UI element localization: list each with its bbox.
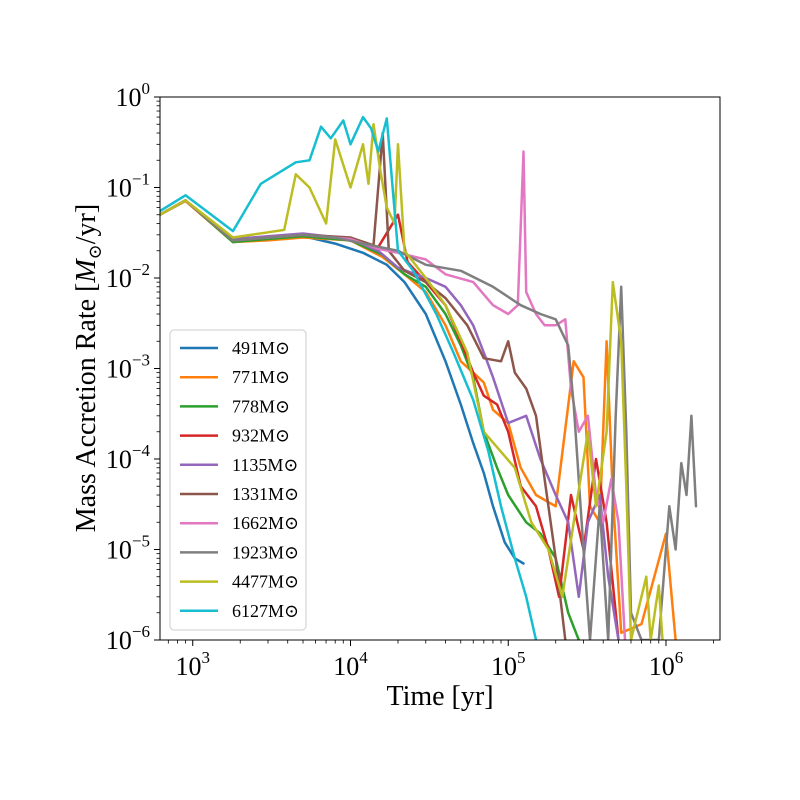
legend-label-2: 771M⊙: [232, 367, 290, 387]
legend-box: [169, 329, 307, 631]
y-axis-title-math: M: [71, 258, 102, 284]
y-tick-label: 10−4: [106, 441, 151, 474]
legend-label-7: 1662M⊙: [232, 513, 299, 533]
series-line-10: [160, 115, 538, 640]
y-axis-title: Mass Accretion Rate [M⊙/yr]: [71, 204, 105, 532]
y-tick-label: 10−3: [106, 351, 150, 384]
series-line-9: [160, 122, 664, 640]
y-tick-label: 10−5: [106, 532, 150, 565]
x-tick-label: 103: [175, 648, 210, 681]
data-curves: [160, 115, 698, 640]
axis-ticks: 103 104 105 106 10−6 10−5 10−4 10−3 10−2 10−1 100: [106, 79, 714, 681]
legend-label-3: 778M⊙: [232, 396, 290, 416]
x-tick-label: 106: [649, 648, 684, 681]
series-line-8: [160, 199, 698, 640]
series-line-5: [160, 199, 620, 640]
x-tick-label: 104: [333, 648, 368, 681]
legend-label-8: 1923M⊙: [232, 542, 299, 562]
y-axis-title-text: Mass Accretion Rate [: [71, 283, 102, 533]
legend-label-5: 1135M⊙: [232, 455, 298, 475]
legend-label-10: 6127M⊙: [232, 601, 299, 621]
legend-label-1: 491M⊙: [232, 338, 290, 358]
y-tick-label: 100: [116, 79, 151, 112]
y-tick-label: 10−2: [106, 260, 150, 293]
y-axis-title-sub: ⊙: [85, 244, 105, 259]
x-axis-title: Time [yr]: [386, 681, 493, 712]
legend-label-6: 1331M⊙: [232, 484, 299, 504]
legend-label-9: 4477M⊙: [232, 572, 299, 592]
legend-label-4: 932M⊙: [232, 426, 290, 446]
x-tick-label: 105: [491, 648, 525, 681]
y-tick-label: 10−6: [106, 622, 150, 655]
y-tick-label: 10−1: [106, 170, 150, 203]
y-axis-title-tail: /yr]: [71, 204, 102, 244]
legend: 491M⊙ 771M⊙ 778M⊙ 932M⊙ 1135M⊙ 1331M⊙ 1662M⊙ 19…: [169, 329, 307, 631]
